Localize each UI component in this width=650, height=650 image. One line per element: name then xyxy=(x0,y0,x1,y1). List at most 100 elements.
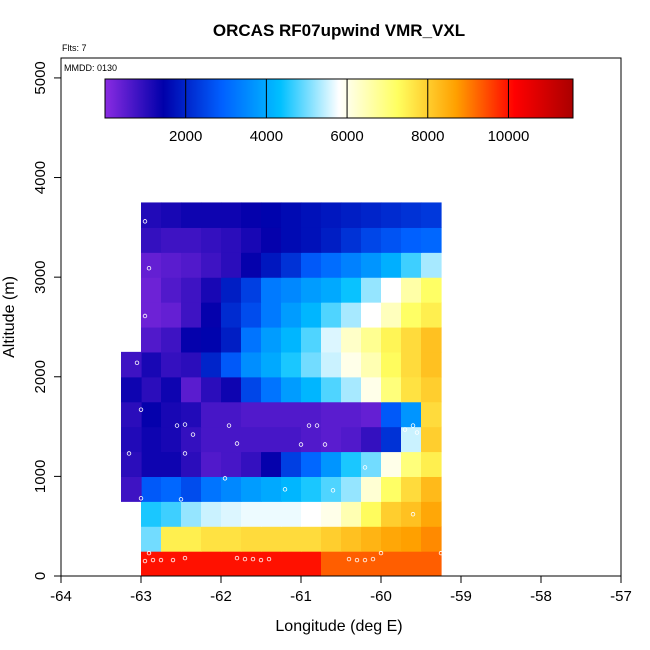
sample-point xyxy=(134,360,140,366)
heatmap-cell xyxy=(201,277,222,303)
heatmap-cell xyxy=(241,476,262,502)
heatmap-cell xyxy=(241,277,262,303)
heatmap-cell xyxy=(221,326,242,353)
sample-point xyxy=(370,556,376,562)
heatmap-cell xyxy=(241,326,262,353)
x-tick-label: -62 xyxy=(210,588,232,605)
heatmap-cell xyxy=(181,252,202,278)
heatmap-cell xyxy=(361,252,382,278)
heatmap-cell xyxy=(321,551,342,576)
heatmap-cell xyxy=(221,551,242,576)
sample-point xyxy=(138,496,144,501)
heatmap-cell xyxy=(381,351,402,378)
heatmap-cell xyxy=(201,227,222,253)
heatmap-cell xyxy=(301,476,322,502)
heatmap-cell xyxy=(181,202,202,228)
heatmap-cell xyxy=(261,501,282,527)
heatmap-cell xyxy=(381,451,402,477)
heatmap-cell xyxy=(421,551,442,576)
heatmap-cell xyxy=(221,227,242,253)
heatmap-cell xyxy=(161,252,182,278)
y-axis: 0 1000 2000 3000 4000 5000 xyxy=(32,61,61,580)
heatmap-cell xyxy=(421,476,442,502)
heatmap-cell xyxy=(321,227,342,253)
heatmap-cell xyxy=(241,227,262,253)
heatmap-cell xyxy=(141,401,162,428)
heatmap-cell xyxy=(381,526,402,552)
heatmap-cell xyxy=(401,426,422,453)
sample-point xyxy=(478,556,484,562)
heatmap-cell xyxy=(161,277,182,303)
heatmap-cell xyxy=(201,526,222,552)
sample-point xyxy=(190,432,196,437)
heatmap-cell xyxy=(361,476,382,502)
x-tick-label: -58 xyxy=(530,588,552,605)
heatmap-cell xyxy=(421,526,442,552)
heatmap-cell xyxy=(241,202,262,228)
heatmap-cell xyxy=(141,426,162,453)
heatmap-cell xyxy=(341,302,362,328)
heatmap-cell xyxy=(341,351,362,378)
heatmap-cell xyxy=(421,302,442,328)
heatmap-cell xyxy=(301,351,322,378)
sample-point xyxy=(322,442,328,447)
heatmap-cell xyxy=(261,551,282,576)
heatmap-cell xyxy=(321,501,342,527)
heatmap-cell xyxy=(161,501,182,527)
sample-point xyxy=(142,558,148,564)
heatmap-cell xyxy=(421,227,442,253)
heatmap-cell xyxy=(301,551,322,576)
sample-point xyxy=(462,556,468,562)
heatmap-cell xyxy=(281,451,302,477)
heatmap-cell xyxy=(201,202,222,228)
heatmap-cell xyxy=(361,302,382,328)
heatmap-cell xyxy=(261,351,282,378)
sample-point xyxy=(126,451,132,456)
heatmap-cell xyxy=(201,376,222,403)
y-tick-label: 0 xyxy=(32,572,49,580)
heatmap-cell xyxy=(301,401,322,428)
heatmap-cell xyxy=(341,227,362,253)
sample-point xyxy=(486,482,492,487)
heatmap-cell xyxy=(281,252,302,278)
heatmap-cell xyxy=(201,302,222,328)
heatmap-cell xyxy=(181,277,202,303)
heatmap-cell xyxy=(341,501,362,527)
heatmap-cell xyxy=(241,451,262,477)
heatmap-cell xyxy=(381,401,402,428)
colorbar-tick-label: 4000 xyxy=(250,128,283,145)
heatmap-cell xyxy=(341,326,362,353)
heatmap-cell xyxy=(161,351,182,378)
heatmap-cell xyxy=(121,476,142,502)
heatmap-cell xyxy=(181,451,202,477)
heatmap-cell xyxy=(221,302,242,328)
heatmap-cell xyxy=(241,401,262,428)
colorbar: 2000 4000 6000 8000 10000 xyxy=(104,78,574,145)
heatmap-cell xyxy=(321,451,342,477)
heatmap-cell xyxy=(381,302,402,328)
colorbar-tick-label: 6000 xyxy=(330,128,363,145)
x-tick-label: -63 xyxy=(130,588,152,605)
heatmap-cell xyxy=(301,501,322,527)
heatmap-cell xyxy=(421,401,442,428)
x-axis: -64 -63 -62 -61 -60 -59 -58 -57 xyxy=(50,576,632,605)
sample-point xyxy=(454,556,460,562)
heatmap-cell xyxy=(301,302,322,328)
sample-point xyxy=(470,556,476,562)
heatmap-cell xyxy=(361,326,382,353)
heatmap-cell xyxy=(261,426,282,453)
heatmap-cell xyxy=(141,351,162,378)
heatmap-cell xyxy=(181,551,202,576)
x-tick-label: -57 xyxy=(610,588,632,605)
sample-point xyxy=(174,423,180,428)
heatmap-cell xyxy=(401,526,422,552)
heatmap-cell xyxy=(341,551,362,576)
heatmap-cell xyxy=(121,376,142,403)
heatmap-cell xyxy=(281,302,302,328)
heatmap-cell xyxy=(241,501,262,527)
heatmap-cell xyxy=(141,526,162,552)
heatmap-cell xyxy=(401,551,422,576)
heatmap-cell xyxy=(181,326,202,353)
heatmap-cell xyxy=(141,252,162,278)
flights-annotation: Flts: 7 xyxy=(62,43,87,53)
